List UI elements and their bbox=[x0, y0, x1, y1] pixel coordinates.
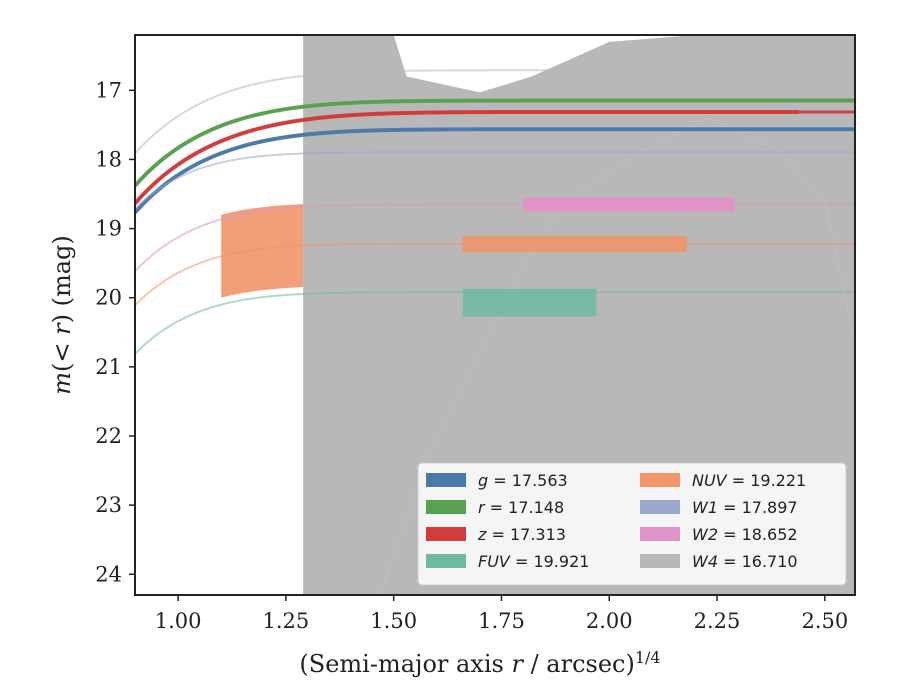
x-axis-label: (Semi-major axis r / arcsec)1/4 bbox=[299, 648, 660, 679]
curve-w4 bbox=[135, 69, 855, 155]
legend-swatch-w4 bbox=[640, 554, 680, 568]
legend-swatch-fuv bbox=[426, 554, 466, 568]
legend-label-w2: W2 = 18.652 bbox=[692, 525, 798, 544]
curve-nuv bbox=[135, 242, 855, 307]
plot-frame bbox=[134, 34, 856, 596]
legend-swatch-z bbox=[426, 527, 466, 541]
legend-swatch-w2 bbox=[640, 527, 680, 541]
y-tick-label: 22 bbox=[95, 424, 122, 448]
w4-uncertainty-band bbox=[303, 35, 855, 595]
y-tick-label: 20 bbox=[95, 286, 122, 310]
y-tick-label: 21 bbox=[95, 355, 122, 379]
curve-core-z bbox=[135, 109, 799, 205]
legend-swatch-g bbox=[426, 473, 466, 487]
x-tick-label: 1.00 bbox=[155, 609, 202, 633]
legend-swatch-w1 bbox=[640, 500, 680, 514]
legend-label-fuv: FUV = 19.921 bbox=[478, 552, 589, 571]
legend-label-nuv: NUV = 19.221 bbox=[692, 471, 806, 490]
curve-w2 bbox=[135, 203, 855, 272]
y-tick-label: 17 bbox=[95, 78, 122, 102]
legend-swatch-nuv bbox=[640, 473, 680, 487]
model-curves bbox=[135, 69, 855, 355]
x-tick-label: 1.75 bbox=[478, 609, 525, 633]
legend: g = 17.563 r = 17.148 z = 17.313 FUV = 19.9… bbox=[417, 462, 847, 586]
legend-label-z: z = 17.313 bbox=[477, 525, 566, 544]
x-tick-label: 2.00 bbox=[586, 609, 633, 633]
legend-label-w1: W1 = 17.897 bbox=[692, 498, 798, 517]
legend-label-g: g = 17.563 bbox=[478, 471, 568, 490]
legend-frame bbox=[417, 462, 847, 586]
legend-label-r: r = 17.148 bbox=[478, 498, 564, 517]
y-axis-label: m(< r) (mag) bbox=[48, 235, 76, 395]
y-tick-label: 19 bbox=[95, 217, 122, 241]
legend-swatch-r bbox=[426, 500, 466, 514]
y-axis-ticks: 17 18 19 20 21 22 23 24 bbox=[95, 78, 135, 586]
fuv-band bbox=[462, 288, 597, 317]
curve-core-r bbox=[135, 98, 855, 188]
x-tick-label: 2.25 bbox=[694, 609, 741, 633]
y-tick-label: 24 bbox=[95, 562, 122, 586]
x-axis-ticks: 1.00 1.25 1.50 1.75 2.00 2.25 2.50 bbox=[155, 595, 848, 633]
nuv-band-inner bbox=[221, 204, 304, 298]
x-tick-label: 1.50 bbox=[370, 609, 417, 633]
y-tick-label: 18 bbox=[95, 147, 122, 171]
curve-w1 bbox=[135, 151, 855, 210]
x-tick-label: 1.25 bbox=[263, 609, 310, 633]
legend-label-w4: W4 = 16.710 bbox=[692, 552, 798, 571]
y-tick-label: 23 bbox=[95, 493, 122, 517]
curve-core-g bbox=[135, 127, 855, 214]
curve-fuv bbox=[135, 291, 855, 355]
x-tick-label: 2.50 bbox=[801, 609, 848, 633]
